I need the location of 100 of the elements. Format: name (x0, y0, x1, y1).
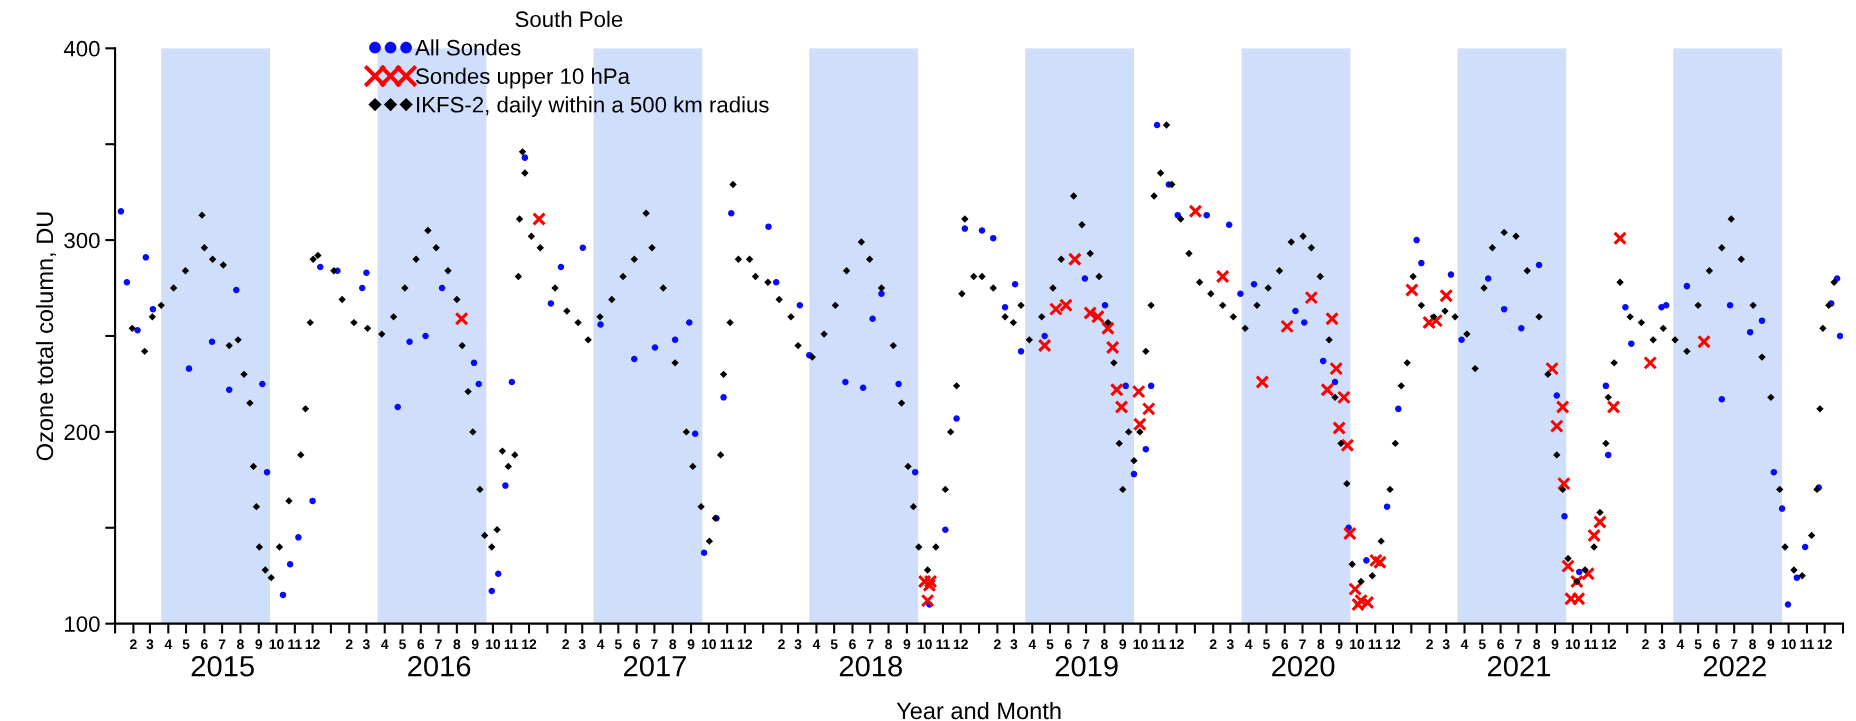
x-tick-label: 11 (1152, 639, 1166, 650)
x-tick-label: 2 (1209, 639, 1217, 650)
point (1320, 382, 1335, 397)
y-tick-label: 200 (64, 424, 100, 441)
x-tick-label: 3 (1226, 639, 1234, 650)
point (1340, 438, 1355, 453)
legend-label: Sondes upper 10 hPa (416, 67, 630, 89)
x-tick-label: 12 (522, 639, 537, 650)
point (920, 593, 935, 608)
x-tick-label: 12 (738, 639, 753, 650)
point (1131, 384, 1146, 399)
point (1188, 204, 1203, 219)
x-tick-label: 5 (1263, 639, 1270, 650)
y-axis-title: Ozone total column, DU (35, 212, 56, 461)
x-tick-label: 8 (1317, 639, 1325, 650)
point (1439, 288, 1454, 303)
x-tick-label: 4 (1676, 639, 1685, 650)
x-tick-label: 10 (1781, 639, 1796, 650)
x-tick-label: 2 (130, 639, 137, 650)
x-tick-label: 2 (1426, 639, 1433, 650)
x-tick-label: 8 (453, 639, 461, 650)
x-tick-label: 5 (614, 639, 622, 650)
y-tick-label: 300 (64, 232, 100, 249)
x2-tick-label: 2020 (1272, 655, 1335, 677)
point (454, 311, 469, 326)
point (1105, 340, 1120, 355)
point (1141, 401, 1156, 416)
x-tick-label: 11 (720, 639, 735, 650)
x-tick-label: 3 (794, 639, 802, 650)
x-tick-label: 12 (953, 639, 968, 650)
x-tick-label: 3 (146, 639, 154, 650)
point (1556, 476, 1571, 491)
point (1643, 355, 1658, 370)
x-tick-label: 8 (1533, 639, 1541, 650)
point (1342, 526, 1357, 541)
x-tick-label: 10 (269, 639, 284, 650)
x-tick-label: 6 (633, 639, 641, 650)
x-tick-label: 3 (1658, 639, 1666, 650)
x-axis-title: Year and Month (896, 701, 1061, 720)
x-tick-label: 7 (218, 639, 226, 650)
x-tick-label: 8 (669, 639, 677, 650)
point (1332, 421, 1347, 435)
x-tick-label: 12 (305, 639, 320, 650)
point (1337, 390, 1351, 405)
x-tick-label: 4 (1028, 639, 1037, 650)
point (1067, 252, 1082, 267)
x-tick-label: 4 (596, 639, 605, 650)
x-tick-label: 5 (182, 639, 190, 650)
point (1348, 582, 1363, 597)
x-tick-label: 12 (1817, 639, 1832, 650)
x-tick-label: 2 (345, 639, 353, 650)
point (1606, 400, 1621, 414)
x2-tick-label: 2022 (1703, 655, 1766, 677)
x-tick-label: 7 (866, 639, 874, 650)
legend-label: All Sondes (415, 39, 521, 56)
x-tick-label: 12 (1386, 639, 1401, 650)
point (1581, 566, 1596, 581)
x-tick-label: 6 (1281, 639, 1289, 650)
x-tick-label: 9 (1335, 639, 1343, 650)
x-tick-label: 9 (687, 639, 695, 650)
y-tick-label: 100 (65, 616, 100, 632)
x-tick-label: 10 (917, 639, 932, 650)
x-tick-label: 5 (1478, 639, 1486, 650)
x-tick-label: 2 (778, 639, 785, 650)
point (532, 212, 546, 226)
x-tick-label: 4 (1460, 639, 1469, 650)
point (1132, 417, 1147, 432)
x-tick-label: 6 (201, 639, 208, 650)
x-tick-label: 11 (1584, 639, 1599, 650)
point (1280, 319, 1295, 334)
point (1569, 574, 1584, 589)
point (1037, 338, 1052, 353)
point (1405, 283, 1419, 297)
x-tick-label: 11 (1800, 639, 1814, 650)
x-tick-label: 7 (1515, 639, 1522, 650)
x-tick-label: 9 (471, 639, 479, 650)
x-tick-label: 5 (1046, 639, 1054, 650)
x-tick-label: 7 (1730, 639, 1738, 650)
x-tick-label: 4 (164, 639, 173, 650)
x2-tick-label: 2021 (1487, 655, 1550, 677)
x-tick-label: 12 (1601, 639, 1616, 650)
legend-title: South Pole (515, 10, 623, 28)
x-tick-label: 8 (1749, 639, 1756, 650)
x-tick-label: 4 (812, 639, 821, 650)
x-tick-label: 7 (1299, 639, 1306, 650)
x2-tick-label: 2018 (839, 655, 902, 677)
x-tick-label: 5 (399, 639, 406, 650)
point (1545, 361, 1559, 376)
x-tick-label: 2 (562, 639, 569, 650)
x-tick-label: 9 (255, 639, 263, 650)
x-tick-label: 6 (1713, 639, 1720, 650)
point (1561, 559, 1575, 574)
x-tick-label: 10 (1350, 639, 1365, 650)
x-tick-label: 9 (1767, 639, 1775, 650)
x-tick-label: 6 (417, 639, 425, 650)
x-tick-label: 10 (486, 639, 501, 650)
x2-tick-label: 2015 (191, 655, 254, 677)
x-tick-label: 8 (1100, 639, 1108, 650)
x-tick-label: 7 (651, 639, 658, 650)
y-tick-label: 400 (63, 40, 100, 57)
